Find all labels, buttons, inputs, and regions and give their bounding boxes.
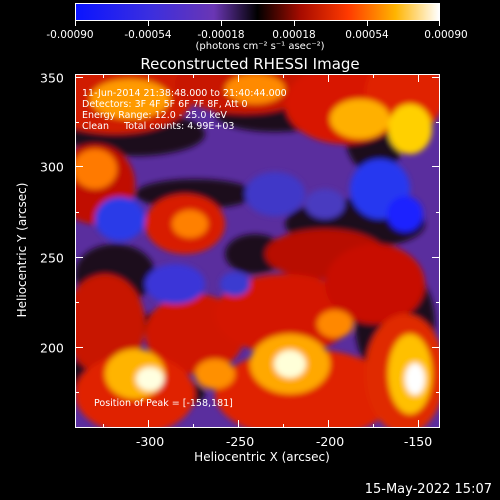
annotation-peak-position: Position of Peak = [-158,181] — [94, 398, 233, 409]
image-region — [220, 272, 250, 296]
x-axis-title: Heliocentric X (arcsec) — [194, 450, 330, 464]
x-tick — [238, 420, 239, 428]
x-minor-tick — [103, 424, 104, 428]
image-region — [330, 99, 390, 139]
image-region — [317, 310, 353, 338]
y-tick — [432, 257, 440, 258]
image-region — [405, 363, 425, 395]
y-tick — [75, 77, 83, 78]
colorbar-tick-label: -0.00090 — [46, 29, 94, 41]
annotation-time-range: 11-Jun-2014 21:38:48.000 to 21:40:44.000 — [82, 88, 287, 99]
colorbar-tick — [75, 21, 76, 26]
image-region — [388, 104, 432, 154]
x-tick — [148, 420, 149, 428]
y-minor-tick — [75, 122, 79, 123]
y-tick — [432, 166, 440, 167]
y-tick-label: 200 — [40, 340, 64, 356]
annotation-detectors: Detectors: 3F 4F 5F 6F 7F 8F, Att 0 — [82, 99, 248, 110]
x-minor-tick — [373, 74, 374, 78]
image-region — [215, 274, 355, 354]
x-tick — [418, 74, 419, 82]
colorbar-tick-label: 0.00054 — [345, 29, 389, 41]
image-region — [75, 274, 145, 374]
image-region — [325, 244, 425, 324]
image-region — [136, 367, 164, 391]
y-minor-tick — [436, 212, 440, 213]
image-region — [172, 210, 208, 238]
y-minor-tick — [436, 302, 440, 303]
x-tick — [418, 420, 419, 428]
colorbar-tick — [294, 21, 295, 26]
image-region — [225, 234, 285, 274]
colorbar-tick-label: -0.00018 — [197, 29, 245, 41]
image-region — [95, 197, 145, 241]
x-minor-tick — [373, 424, 374, 428]
y-tick-label: 250 — [40, 250, 64, 266]
y-minor-tick — [436, 392, 440, 393]
x-tick-label: -150 — [403, 434, 433, 449]
colorbar-tick — [439, 21, 440, 26]
image-region — [225, 74, 285, 104]
colorbar-tick — [367, 21, 368, 26]
x-minor-tick — [103, 74, 104, 78]
y-axis-title: Heliocentric Y (arcsec) — [15, 182, 29, 318]
image-region — [145, 264, 205, 304]
x-tick — [328, 420, 329, 428]
colorbar-tick — [148, 21, 149, 26]
image-region — [195, 359, 235, 389]
x-minor-tick — [283, 74, 284, 78]
x-tick — [238, 74, 239, 82]
colorbar — [75, 3, 440, 21]
y-minor-tick — [75, 302, 79, 303]
x-tick-label: -250 — [225, 434, 255, 449]
image-region — [245, 172, 305, 216]
y-tick — [75, 166, 83, 167]
x-tick-label: -200 — [315, 434, 345, 449]
colorbar-tick — [221, 21, 222, 26]
x-tick-label: -300 — [135, 434, 165, 449]
colorbar-unit-label: (photons cm⁻² s⁻¹ asec⁻²) — [195, 41, 325, 52]
y-tick — [432, 347, 440, 348]
image-region — [274, 350, 306, 378]
y-tick-label: 300 — [40, 159, 64, 175]
y-tick — [75, 347, 83, 348]
y-minor-tick — [436, 122, 440, 123]
image-region — [387, 196, 423, 232]
y-minor-tick — [75, 392, 79, 393]
y-tick — [75, 257, 83, 258]
y-tick-label: 350 — [40, 70, 64, 86]
footer-timestamp: 15-May-2022 15:07 — [364, 482, 492, 497]
y-minor-tick — [75, 212, 79, 213]
heatmap-image — [75, 74, 440, 428]
x-minor-tick — [193, 74, 194, 78]
annotation-clean-counts: Clean Total counts: 4.99E+03 — [82, 121, 235, 132]
plot-title: Reconstructed RHESSI Image — [140, 55, 360, 73]
image-region — [305, 189, 345, 219]
x-minor-tick — [283, 424, 284, 428]
y-tick — [432, 77, 440, 78]
image-region — [90, 79, 170, 119]
colorbar-tick-label: 0.00018 — [272, 29, 316, 41]
rhessi-image — [75, 74, 440, 428]
annotation-energy-range: Energy Range: 12.0 - 25.0 keV — [82, 110, 227, 121]
colorbar-tick-label: -0.00054 — [124, 29, 172, 41]
x-tick — [328, 74, 329, 82]
image-region — [75, 149, 117, 189]
colorbar-tick-label: 0.00090 — [424, 29, 468, 41]
x-minor-tick — [193, 424, 194, 428]
x-tick — [148, 74, 149, 82]
